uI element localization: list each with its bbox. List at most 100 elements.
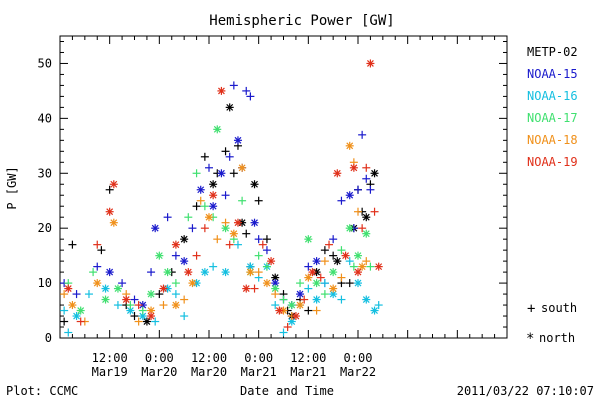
south-point	[320, 257, 329, 266]
south-point	[337, 246, 346, 255]
north-point	[233, 136, 242, 145]
x-tick-date: Mar20	[191, 365, 227, 379]
south-point	[229, 81, 238, 90]
north-point	[72, 312, 81, 321]
north-point	[296, 301, 305, 310]
north-point	[349, 163, 358, 172]
north-point	[101, 295, 110, 304]
north-point	[312, 295, 321, 304]
north-point	[238, 163, 247, 172]
south-point	[262, 246, 271, 255]
south-point	[304, 262, 313, 271]
south-point	[209, 262, 218, 271]
north-point	[184, 268, 193, 277]
south-point	[254, 235, 263, 244]
y-tick-label: 0	[45, 331, 52, 345]
x-tick-time: 12:00	[92, 351, 128, 365]
south-point	[200, 152, 209, 161]
north-point	[374, 262, 383, 271]
south-point	[279, 328, 288, 337]
north-point	[362, 295, 371, 304]
north-point	[354, 251, 362, 260]
south-point	[262, 262, 271, 271]
legend-entry-metp-02: METP-02	[527, 45, 578, 59]
south-point	[68, 240, 77, 249]
north-point	[159, 284, 168, 293]
north-point	[333, 169, 342, 178]
north-point	[200, 268, 209, 277]
south-point	[300, 295, 309, 304]
south-point	[126, 301, 135, 310]
north-point	[68, 301, 77, 310]
north-point	[358, 262, 367, 271]
chart-title: Hemispheric Power [GW]	[209, 13, 394, 29]
south-point	[171, 279, 180, 288]
south-point	[60, 290, 69, 299]
south-point	[271, 290, 280, 299]
north-point	[105, 268, 114, 277]
south-point	[180, 312, 189, 321]
north-point	[329, 268, 338, 277]
north-point	[366, 59, 375, 68]
series-noaa-18	[60, 141, 371, 326]
marker-legend: + south * north	[526, 301, 577, 347]
north-point	[109, 180, 118, 189]
data-points	[60, 59, 383, 337]
south-point	[238, 196, 247, 205]
north-point	[333, 257, 342, 266]
south-point	[155, 290, 164, 299]
south-point	[163, 213, 172, 222]
north-point	[188, 279, 197, 288]
south-point	[370, 207, 379, 216]
south-point	[72, 290, 81, 299]
south-point	[134, 317, 143, 326]
south-point	[76, 317, 85, 326]
y-axis-label: P [GW]	[5, 166, 19, 209]
x-tick-date: Mar21	[290, 365, 326, 379]
x-axis: 12:00Mar190:00Mar2012:00Mar200:00Mar2112…	[59, 36, 508, 379]
legend-entry-noaa-17: NOAA-17	[527, 111, 578, 125]
north-point	[151, 224, 160, 233]
north-point	[354, 268, 362, 277]
south-point	[316, 273, 325, 282]
north-point	[163, 268, 172, 277]
x-tick-time: 12:00	[191, 351, 227, 365]
north-point	[345, 141, 354, 150]
south-point	[262, 235, 271, 244]
south-point	[205, 163, 213, 172]
south-point	[358, 224, 367, 233]
north-point	[275, 306, 284, 315]
north-point	[213, 125, 222, 134]
south-point	[271, 301, 280, 310]
south-point	[225, 152, 234, 161]
north-point	[246, 268, 255, 277]
north-point	[221, 224, 230, 233]
south-point	[196, 196, 205, 205]
north-point	[221, 268, 230, 277]
south-point	[93, 240, 102, 249]
south-point	[105, 185, 114, 194]
footer-timestamp: 2011/03/22 07:10:07	[457, 384, 594, 398]
north-point	[345, 191, 354, 200]
north-point	[304, 273, 313, 282]
south-point	[258, 240, 267, 249]
south-point	[329, 235, 338, 244]
y-tick-label: 50	[38, 56, 52, 70]
south-point	[304, 284, 313, 293]
south-point	[345, 257, 354, 266]
south-point	[337, 273, 346, 282]
south-point	[320, 290, 329, 299]
south-point	[159, 301, 168, 310]
series-noaa-17	[64, 125, 375, 315]
south-point	[229, 169, 238, 178]
series-noaa-15	[60, 81, 375, 310]
south-point	[312, 306, 321, 315]
north-point	[370, 169, 379, 178]
x-tick-time: 12:00	[290, 351, 326, 365]
north-point	[180, 235, 189, 244]
north-point	[147, 290, 156, 299]
x-axis-label: Date and Time	[240, 384, 334, 398]
south-point	[60, 306, 69, 315]
x-tick-date: Mar19	[92, 365, 128, 379]
north-point	[209, 180, 218, 189]
